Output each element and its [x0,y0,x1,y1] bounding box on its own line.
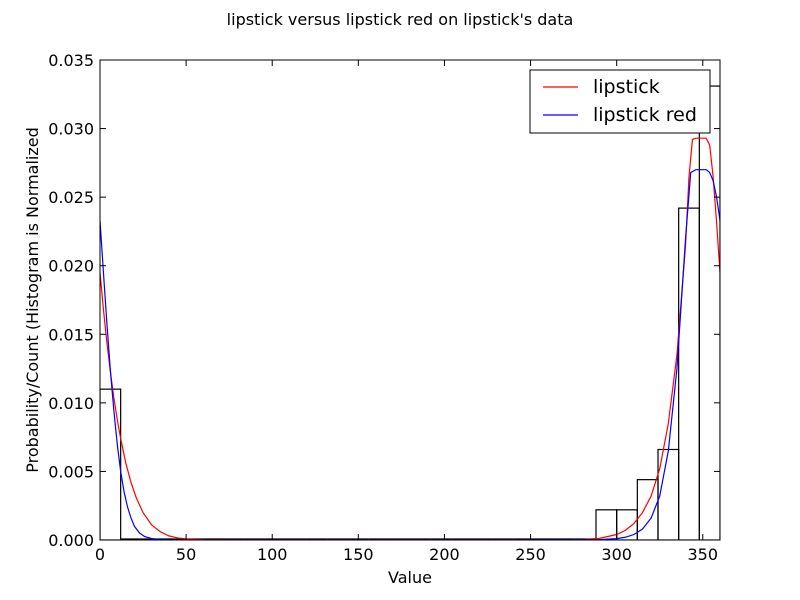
legend-box [529,69,711,134]
y-tick-label: 0.030 [48,120,94,139]
x-tick-label: 50 [176,545,196,564]
y-tick-label: 0.015 [48,325,94,344]
x-tick-label: 100 [257,545,288,564]
chart-title: lipstick versus lipstick red on lipstick… [227,10,574,29]
y-tick-label: 0.005 [48,462,94,481]
legend: lipstick lipstick red [529,69,711,134]
x-tick-label: 350 [688,545,719,564]
y-tick-label: 0.010 [48,394,94,413]
x-axis-ticks: 0 50 100 150 200 250 300 350 [95,60,718,564]
y-tick-label: 0.000 [48,531,94,550]
x-tick-label: 0 [95,545,105,564]
x-axis-label: Value [388,568,432,587]
series-lines [100,137,720,540]
x-tick-label: 150 [343,545,374,564]
legend-label-lipstick: lipstick [593,76,660,98]
legend-label-lipstick-red: lipstick red [593,104,697,126]
plot-area: 0 50 100 150 200 250 300 350 0.0000.0050.0100.0… [48,51,721,564]
y-axis-label: Probability/Count (Histogram is Normaliz… [23,127,42,473]
y-tick-label: 0.025 [48,188,94,207]
series-line-lipstick-red [100,169,720,540]
plot-frame [99,59,721,541]
histogram-bar [100,388,122,540]
x-tick-label: 200 [429,545,460,564]
x-tick-label: 250 [515,545,546,564]
y-tick-label: 0.035 [48,51,94,70]
series-line-lipstick [100,137,720,540]
x-tick-label: 300 [601,545,632,564]
y-axis-ticks: 0.000 0.005 0.010 0.015 0.020 0.025 0.030 0.035 [48,51,720,550]
y-tick-label: 0.020 [48,257,94,276]
